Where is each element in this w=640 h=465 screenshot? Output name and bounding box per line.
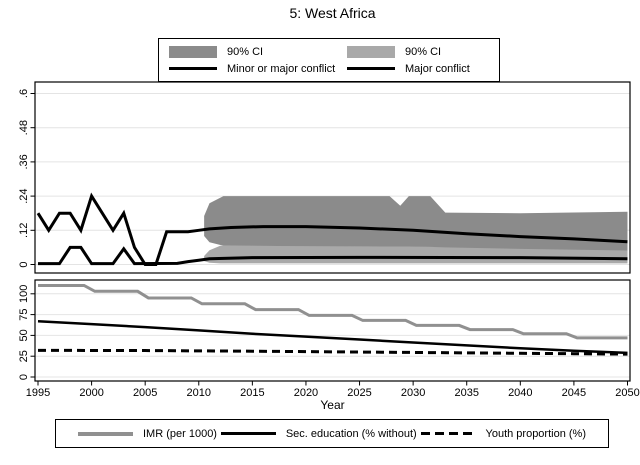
y-tick-label: .6 bbox=[18, 89, 30, 98]
y-tick-label: .24 bbox=[18, 188, 30, 203]
legend-conflict: 90% CI 90% CI Minor or major conflict Ma… bbox=[158, 38, 500, 82]
legend-item-youth-proportion: Youth proportion (%) bbox=[420, 427, 587, 440]
legend-covariates: IMR (per 1000) Sec. education (% without… bbox=[55, 419, 609, 448]
legend-label: Youth proportion (%) bbox=[485, 427, 587, 440]
chart-title: 5: West Africa bbox=[289, 5, 376, 21]
ci-dark-swatch bbox=[169, 45, 217, 58]
legend-item-minor-major-conflict: Minor or major conflict bbox=[169, 63, 347, 75]
y-tick-label: .36 bbox=[18, 154, 30, 169]
x-tick-label: 2015 bbox=[240, 387, 264, 399]
panel-border bbox=[34, 279, 631, 382]
series-sec-education-without bbox=[37, 320, 628, 355]
x-axis-title: Year bbox=[320, 398, 345, 412]
black-line-swatch bbox=[220, 432, 276, 435]
x-tick-label: 2045 bbox=[562, 387, 586, 399]
x-tick-label: 2010 bbox=[187, 387, 211, 399]
y-tick-label: 75 bbox=[18, 308, 30, 320]
legend-item-ci-major: 90% CI bbox=[347, 45, 491, 58]
legend-label: Sec. education (% without) bbox=[285, 427, 417, 440]
x-tick-label: 2020 bbox=[294, 387, 318, 399]
legend-item-ci-minor: 90% CI bbox=[169, 45, 347, 58]
series-minor-or-major-conflict bbox=[36, 192, 628, 266]
covariates-panel: 0 25 50 75 100 bbox=[18, 279, 631, 382]
legend-label: 90% CI bbox=[227, 45, 264, 58]
legend-label: 90% CI bbox=[405, 45, 442, 58]
y-tick-label: 100 bbox=[18, 285, 30, 303]
y-tick-label: 0 bbox=[18, 374, 30, 380]
x-tick-label: 1995 bbox=[26, 387, 50, 399]
x-tick-label: 2030 bbox=[401, 387, 425, 399]
dashed-line-swatch bbox=[420, 432, 476, 435]
ci-light-swatch bbox=[347, 45, 395, 58]
gray-line-swatch bbox=[78, 431, 133, 436]
y-tick-label: 50 bbox=[18, 329, 30, 341]
panel-border bbox=[34, 81, 631, 274]
legend-label: Minor or major conflict bbox=[227, 62, 336, 75]
legend-label: IMR (per 1000) bbox=[143, 427, 217, 440]
y-tick-label: 25 bbox=[18, 350, 30, 362]
y-tick-label: 0 bbox=[18, 261, 30, 267]
black-line-swatch bbox=[347, 67, 395, 70]
x-tick-label: 2025 bbox=[347, 387, 371, 399]
x-tick-label: 2000 bbox=[79, 387, 103, 399]
conflict-probability-panel: 0 .12 .24 .36 .48 .6 bbox=[18, 81, 631, 274]
y-tick-label: .48 bbox=[18, 120, 30, 135]
series-major-conflict bbox=[38, 245, 628, 266]
legend-item-imr: IMR (per 1000) bbox=[78, 428, 217, 440]
x-axis: 1995 2000 2005 2010 2015 2020 2025 2030 2035 2040… bbox=[26, 381, 640, 399]
black-line-swatch bbox=[169, 67, 217, 70]
legend-item-major-conflict: Major conflict bbox=[347, 63, 491, 75]
x-tick-label: 2035 bbox=[454, 387, 478, 399]
series-imr-per-1000 bbox=[38, 283, 628, 340]
legend-label: Major conflict bbox=[405, 62, 470, 75]
series-youth-proportion bbox=[37, 348, 628, 356]
legend-item-sec-education: Sec. education (% without) bbox=[220, 427, 417, 440]
x-tick-label: 2040 bbox=[508, 387, 532, 399]
x-tick-label: 2050 bbox=[615, 387, 639, 399]
x-tick-label: 2005 bbox=[133, 387, 157, 399]
y-tick-label: .12 bbox=[18, 223, 30, 238]
